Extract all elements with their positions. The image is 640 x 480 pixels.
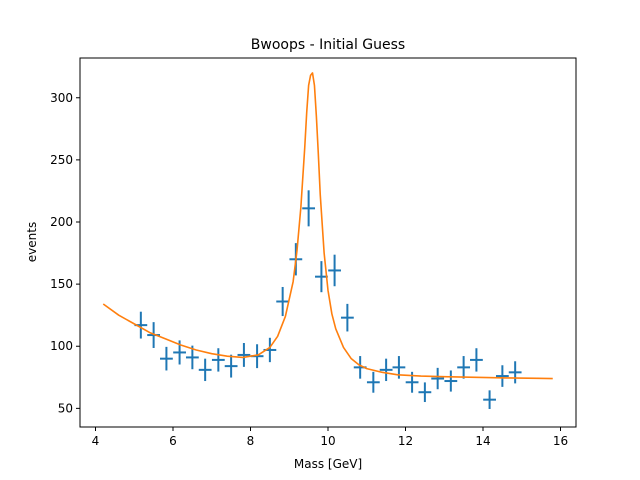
data-point xyxy=(379,358,393,382)
data-point xyxy=(508,361,522,384)
x-axis: 4 6 8 10 12 14 16 xyxy=(92,427,568,448)
data-point xyxy=(457,356,471,379)
data-point xyxy=(224,354,238,378)
x-tick-label: 8 xyxy=(247,434,255,448)
data-point xyxy=(495,365,509,387)
model-curve xyxy=(102,72,553,380)
data-point xyxy=(366,371,380,393)
y-tick-label: 300 xyxy=(50,91,73,105)
x-tick-label: 12 xyxy=(398,434,413,448)
data-point xyxy=(418,382,432,403)
data-point xyxy=(483,390,496,409)
x-tick-label: 6 xyxy=(169,434,177,448)
x-axis-label: Mass [GeV] xyxy=(294,457,362,471)
data-point xyxy=(211,348,225,372)
y-tick-label: 150 xyxy=(50,277,73,291)
data-point xyxy=(302,190,316,227)
data-point xyxy=(198,358,212,382)
data-point xyxy=(444,370,458,392)
data-point xyxy=(237,343,251,367)
data-point xyxy=(147,322,161,348)
x-tick-label: 4 xyxy=(92,434,100,448)
y-tick-label: 100 xyxy=(50,339,73,353)
plot-area xyxy=(102,72,553,409)
data-point xyxy=(340,303,354,332)
data-point xyxy=(431,367,445,390)
x-tick-label: 16 xyxy=(553,434,568,448)
data-point xyxy=(276,286,290,317)
x-tick-label: 10 xyxy=(320,434,335,448)
y-tick-label: 250 xyxy=(50,153,73,167)
y-axis: 50 100 150 200 250 300 xyxy=(50,91,80,415)
y-tick-label: 50 xyxy=(58,401,73,415)
data-point xyxy=(470,348,483,372)
data-point xyxy=(328,254,341,287)
x-tick-label: 14 xyxy=(475,434,490,448)
y-tick-label: 200 xyxy=(50,215,73,229)
y-axis-label: events xyxy=(25,222,39,262)
data-point xyxy=(315,261,328,293)
chart-title: Bwoops - Initial Guess xyxy=(251,37,405,53)
data-point xyxy=(160,346,173,371)
